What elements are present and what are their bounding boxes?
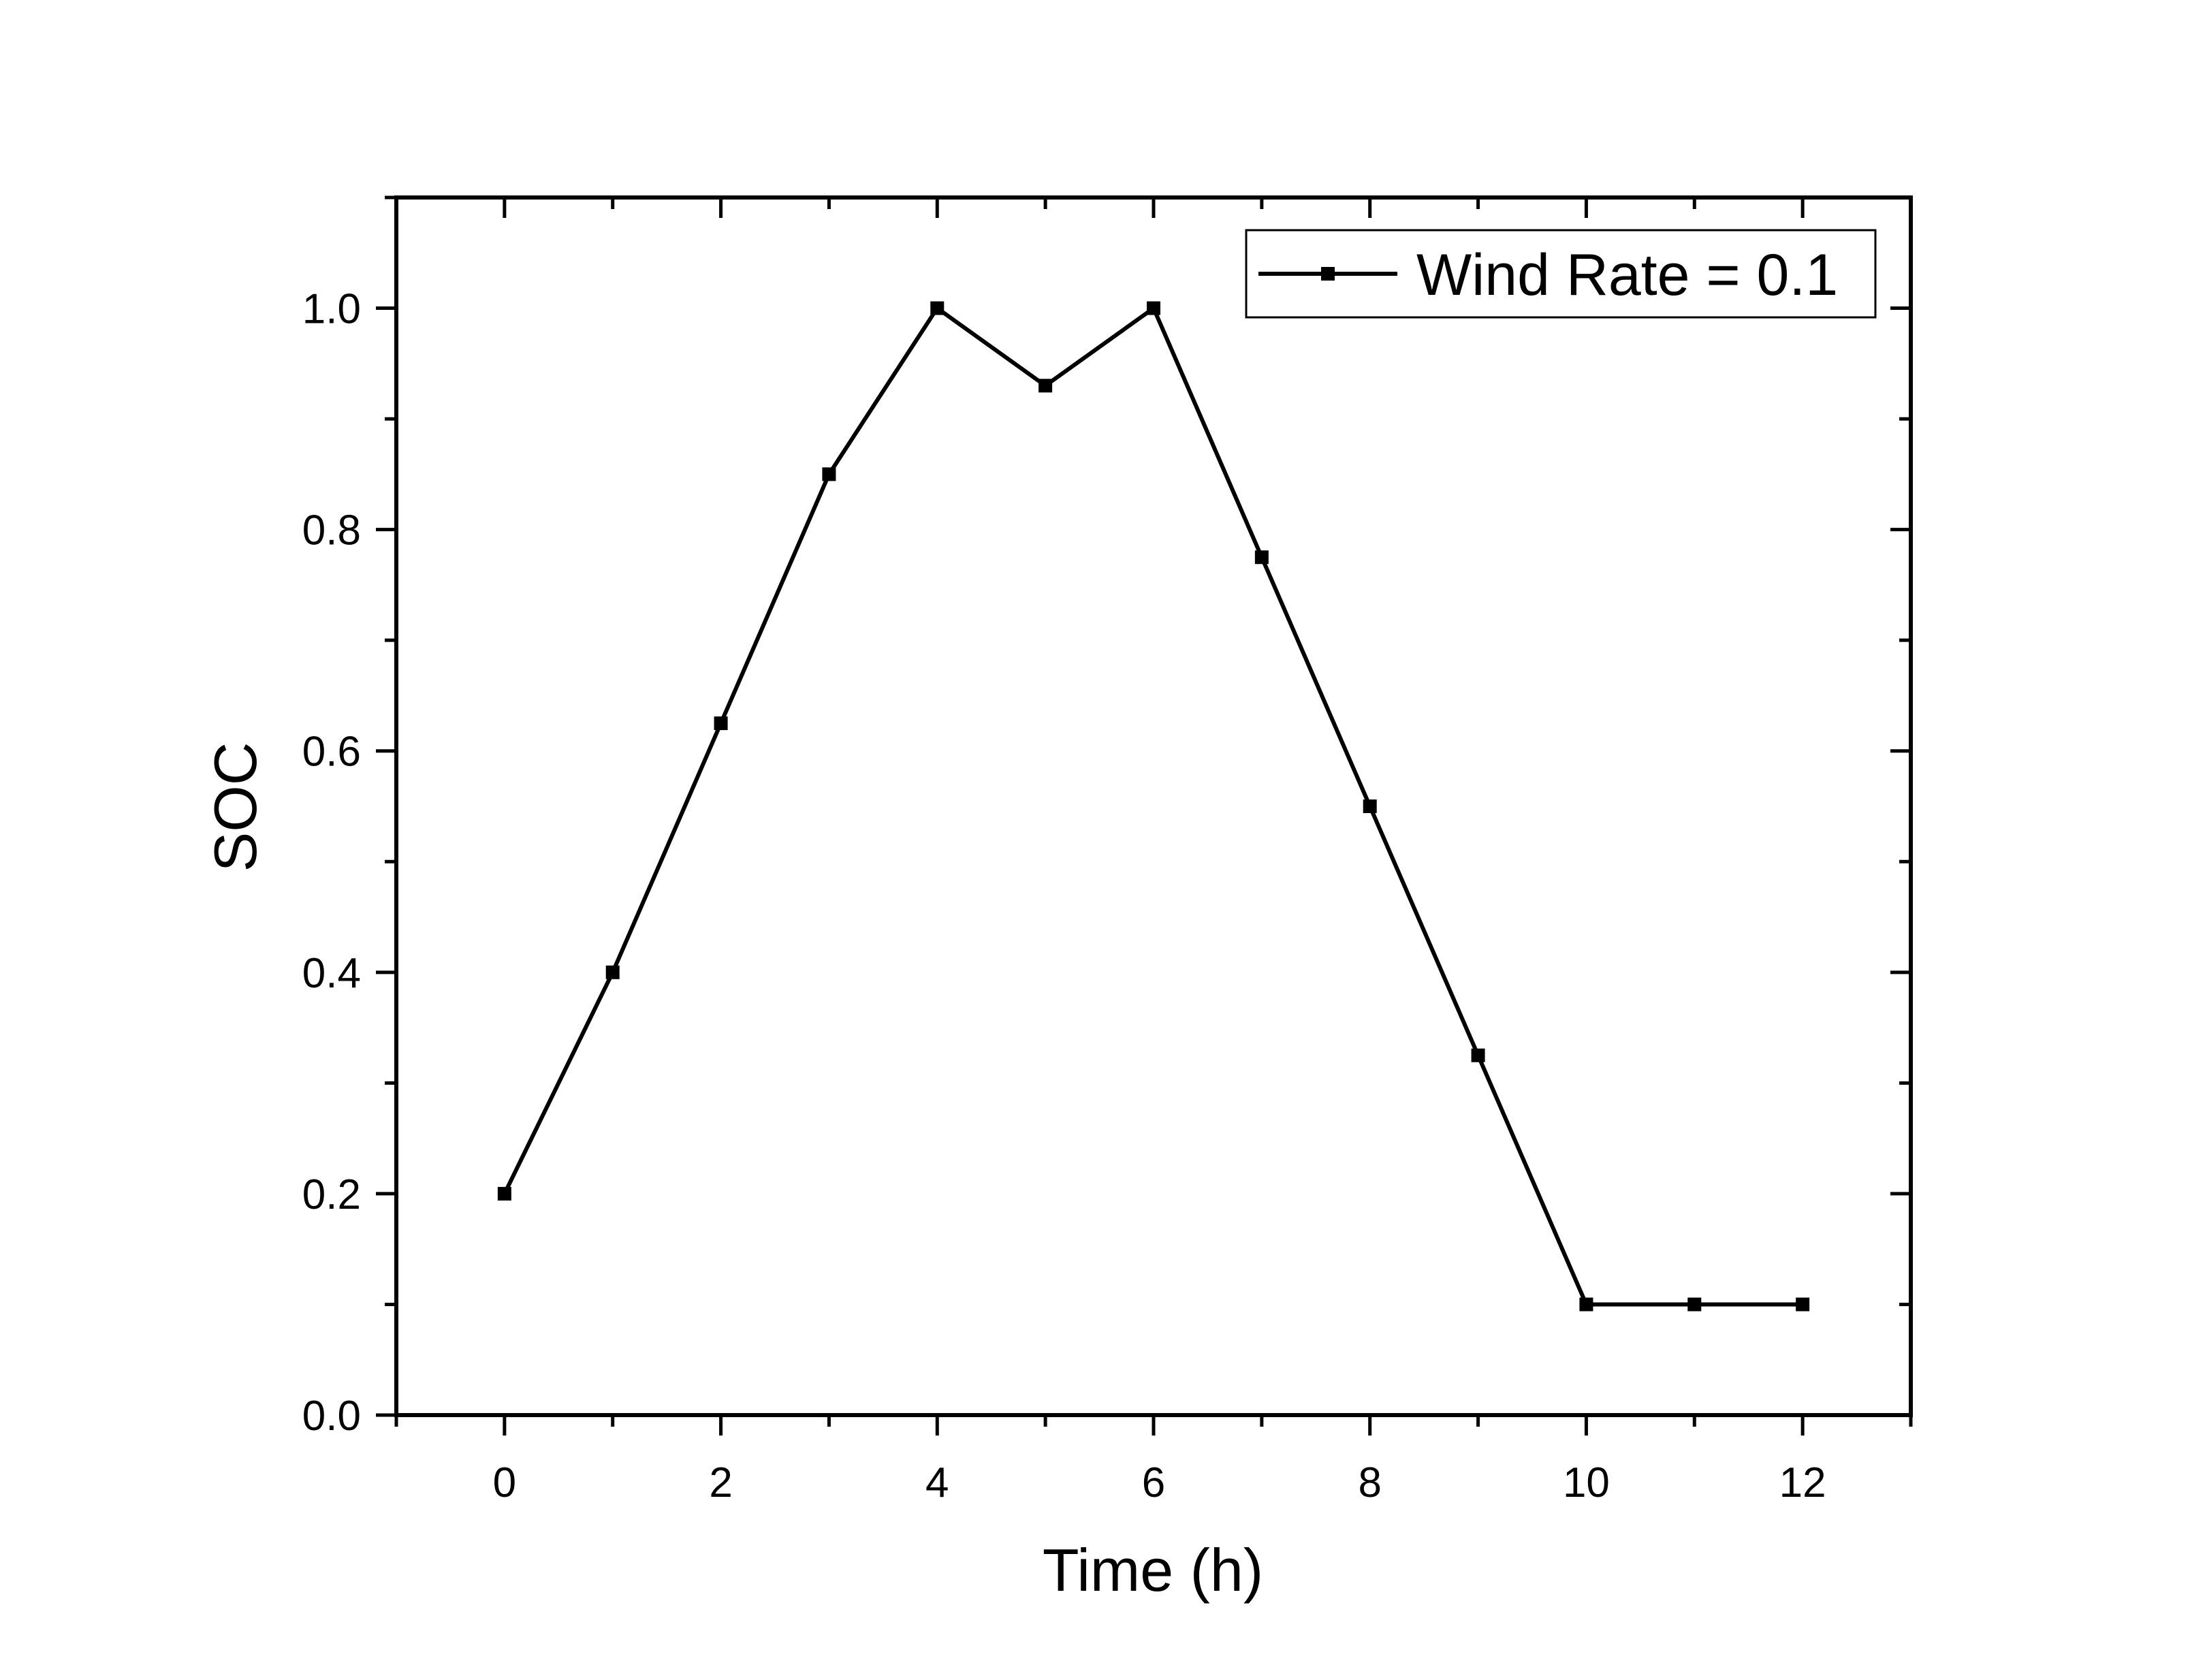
data-point <box>714 716 728 731</box>
y-tick-label: 0.4 <box>302 950 361 997</box>
y-tick-label: 0.2 <box>302 1171 361 1218</box>
x-tick-label: 8 <box>1358 1459 1381 1506</box>
x-tick-label: 2 <box>709 1459 732 1506</box>
x-tick-label: 6 <box>1142 1459 1165 1506</box>
series-line <box>503 304 1803 1307</box>
data-point <box>1471 1048 1485 1062</box>
y-tick-label: 1.0 <box>302 286 361 333</box>
data-point <box>1363 799 1377 813</box>
y-axis-title: SOC <box>202 742 269 872</box>
data-point <box>1796 1297 1810 1312</box>
data-point <box>1579 1297 1593 1312</box>
x-tick-label: 4 <box>925 1459 949 1506</box>
y-tick-label: 0.8 <box>302 507 361 554</box>
data-point <box>822 467 836 481</box>
data-point <box>497 1186 511 1201</box>
data-point <box>930 301 945 315</box>
axes: 0 2 4 6 8 10 12 0.0 0.2 0.4 0.6 0.8 1.0 <box>302 195 1913 1506</box>
y-tick-label: 0.6 <box>302 729 361 776</box>
data-point <box>1147 301 1160 315</box>
data-point <box>605 965 620 979</box>
legend: Wind Rate = 0.1 <box>1245 229 1877 319</box>
y-tick-label: 0.0 <box>302 1393 361 1440</box>
plot-frame <box>394 195 1913 1417</box>
x-tick-label: 12 <box>1779 1459 1826 1506</box>
data-point <box>1687 1297 1702 1312</box>
x-axis-title: Time (h) <box>1043 1536 1263 1604</box>
legend-marker-swatch <box>1321 267 1335 281</box>
x-tick-label: 0 <box>493 1459 516 1506</box>
series-layer <box>497 301 1810 1312</box>
data-point <box>1038 379 1053 393</box>
legend-label: Wind Rate = 0.1 <box>1416 242 1838 308</box>
x-tick-label: 10 <box>1563 1459 1610 1506</box>
data-point <box>1254 550 1269 565</box>
